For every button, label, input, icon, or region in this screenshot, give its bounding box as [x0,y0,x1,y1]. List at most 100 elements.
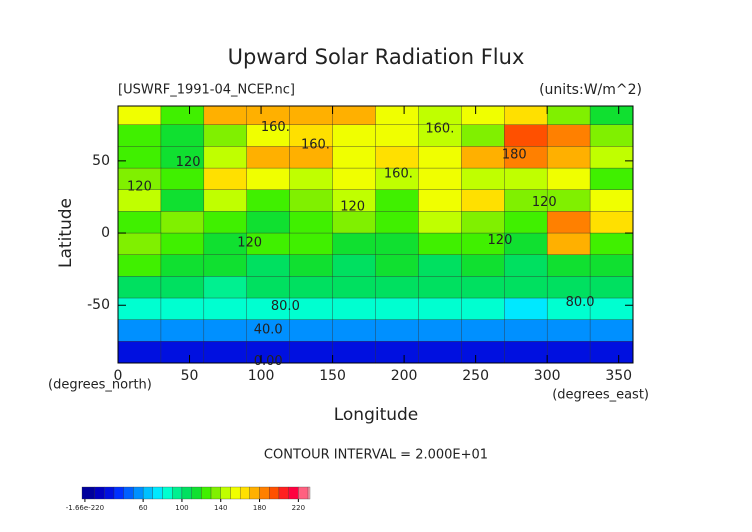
field-cell [546,232,591,256]
contour-label: 80.0 [566,295,595,310]
contour-label: 40.0 [254,322,283,337]
field-cell [118,211,162,234]
colorbar-segment [230,486,241,500]
field-cell [461,146,505,169]
contour-label: 180 [502,148,527,163]
file-label: [USWRF_1991-04_NCEP.nc] [118,83,295,98]
field-cell [418,254,463,278]
colorbar-segment [191,486,202,500]
x-tick-label: 300 [534,368,561,384]
colorbar-segment [201,486,212,500]
field-cell [289,341,334,363]
field-cell [418,276,463,299]
x-tick-label: 200 [391,368,418,384]
field-cell [332,297,377,321]
field-cell [418,146,463,169]
field-cell [375,232,420,256]
contour-interval: CONTOUR INTERVAL = 2.000E+01 [264,448,488,463]
field-cell [504,254,548,278]
field-cell [203,319,248,343]
field-cell [504,124,548,148]
field-cell [375,319,420,343]
colorbar-segment [123,486,134,500]
colorbar-segment [162,486,173,500]
colorbar-segment [220,486,231,500]
field-cell [589,189,633,213]
field-cell [418,167,463,191]
field-cell [332,211,377,234]
colorbar-label: 180 [253,504,266,512]
field-cell [246,146,291,169]
colorbar-segment [172,486,183,500]
y-tick-label: 50 [92,153,110,169]
colorbar-segment [288,486,299,500]
x-axis-label: Longitude [334,405,419,425]
field [118,106,633,363]
field-cell [160,319,205,343]
field-cell [332,254,377,278]
field-cell [375,297,420,321]
contour-label: 120 [127,179,152,194]
field-cell [160,341,205,363]
colorbar-segment [104,486,115,500]
x-tick-label: 350 [605,368,632,384]
field-cell [289,189,334,213]
field-cell [375,276,420,299]
field-cell [461,167,505,191]
colorbar-segment [239,486,250,500]
field-cell [418,232,463,256]
field-cell [589,319,633,343]
contour-label: 160. [425,122,454,137]
field-cell [160,276,205,299]
field-cell [160,167,205,191]
field-cell [504,276,548,299]
y-tick-label: -50 [87,297,110,313]
contour-label: 120 [237,236,262,251]
field-cell [332,167,377,191]
field-cell [504,341,548,363]
contour-label: 120 [340,200,365,215]
field-cell [203,124,248,148]
colorbar-label: 220 [292,504,305,512]
colorbar-segment [181,486,192,500]
field-cell [589,341,633,363]
field-cell [160,254,205,278]
field-cell [118,124,162,148]
colorbar-label: 140 [214,504,227,512]
colorbar-segment [259,486,270,500]
field-cell [461,297,505,321]
field-cell [589,124,633,148]
field-cell [375,146,420,169]
field-cell [289,232,334,256]
field-cell [289,254,334,278]
field-cell [118,319,162,343]
x-tick-label: 0 [114,368,123,384]
field-cell [418,341,463,363]
units-label: (units:W/m^2) [539,82,642,98]
contour-label: 120 [176,155,201,170]
chart-title: Upward Solar Radiation Flux [228,45,525,69]
field-cell [375,341,420,363]
field-cell [546,341,591,363]
field-cell [160,124,205,148]
colorbar-segment [81,486,95,500]
colorbar-segment [142,486,153,500]
y-units: (degrees_north) [48,378,152,393]
field-cell [546,319,591,343]
plot-frame [117,105,634,364]
field-cell [332,124,377,148]
x-tick-label: 250 [462,368,489,384]
field-cell [546,146,591,169]
field-cell [418,319,463,343]
y-tick-label: 0 [101,225,110,241]
field-cell [546,167,591,191]
colorbar-segment [113,486,124,500]
field-cell [418,297,463,321]
colorbar-segment [298,486,309,500]
colorbar-segment [307,486,311,500]
field-cell [461,211,505,234]
colorbar-segment [269,486,280,500]
colorbar-label: 60 [139,504,148,512]
field-cell [289,319,334,343]
